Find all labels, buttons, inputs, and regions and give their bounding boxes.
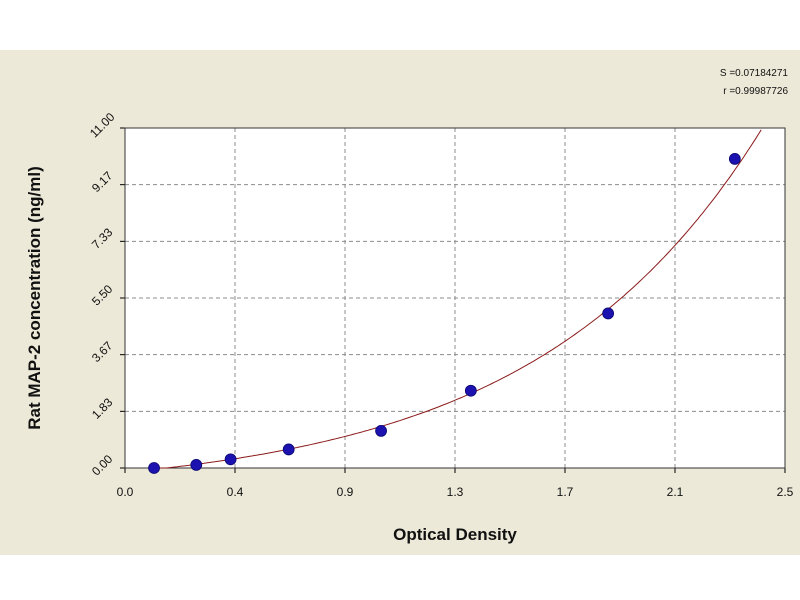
fit-curve xyxy=(154,129,762,469)
data-point xyxy=(282,443,295,456)
axes xyxy=(120,127,786,473)
x-tick-label: 0.9 xyxy=(337,485,354,499)
y-tick-label: 11.00 xyxy=(87,110,118,141)
x-tick-labels: 0.0 0.4 0.9 1.3 1.7 2.1 2.5 xyxy=(117,485,794,499)
data-point xyxy=(602,307,615,320)
x-tick-label: 0.0 xyxy=(117,485,134,499)
data-point xyxy=(728,153,741,165)
data-point xyxy=(190,459,203,471)
data-point xyxy=(224,453,237,466)
data-point xyxy=(464,384,477,397)
y-axis-title: Rat MAP-2 concentration (ng/ml) xyxy=(25,166,44,430)
grid-lines xyxy=(125,128,785,468)
y-tick-label: 7.33 xyxy=(89,225,116,252)
y-tick-label: 3.67 xyxy=(89,338,116,365)
fit-stat-r: r =0.99987726 xyxy=(723,86,788,97)
x-tick-label: 2.1 xyxy=(667,485,684,499)
data-point xyxy=(148,462,160,474)
data-point xyxy=(375,425,387,437)
y-tick-label: 1.83 xyxy=(89,395,116,422)
plot-border xyxy=(124,127,786,469)
x-axis-title: Optical Density xyxy=(393,525,517,544)
fit-stat-s: S =0.07184271 xyxy=(719,68,788,79)
data-points xyxy=(148,153,741,474)
y-tick-label: 9.17 xyxy=(89,168,116,195)
y-tick-label: 0.00 xyxy=(89,452,116,479)
y-tick-label: 5.50 xyxy=(89,282,116,309)
x-tick-label: 1.7 xyxy=(557,485,574,499)
y-tick-labels: 0.00 1.83 3.67 5.50 7.33 9.17 11.00 xyxy=(87,110,118,479)
x-tick-label: 1.3 xyxy=(447,485,464,499)
x-tick-label: 2.5 xyxy=(777,485,794,499)
x-tick-label: 0.4 xyxy=(227,485,244,499)
